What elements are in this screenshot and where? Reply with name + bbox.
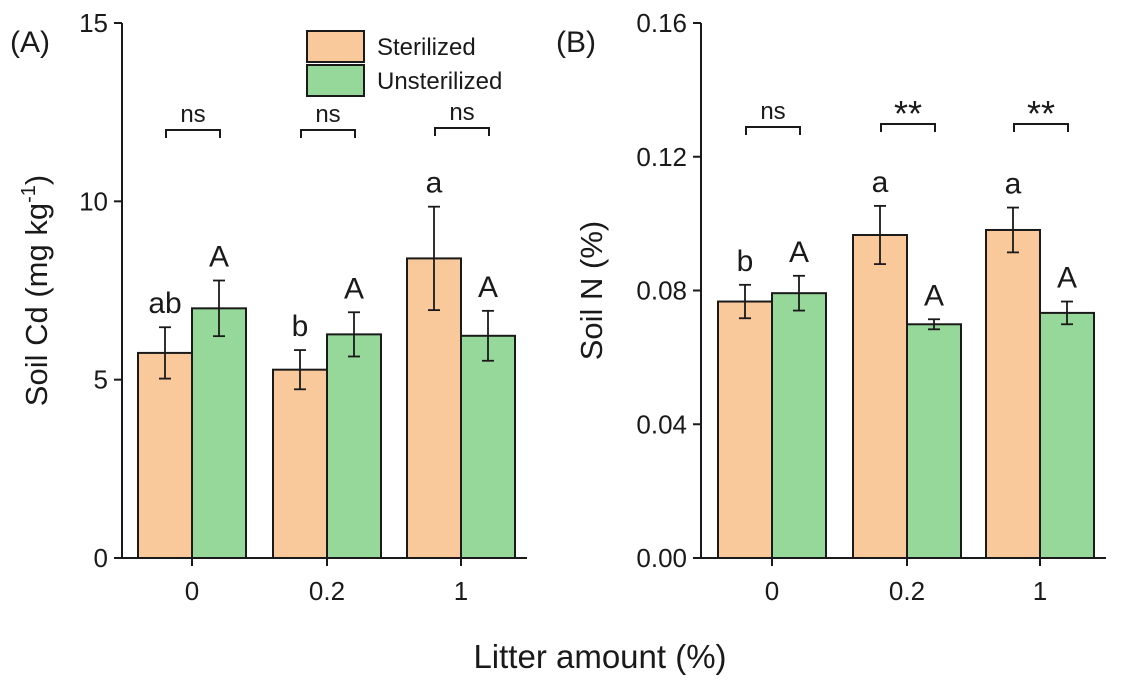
panel-b: (B) Soil N (%) 0.00 0.04 0.08 0.12 0.16 0 0.2 1 b a… bbox=[556, 8, 1106, 606]
bar-sterilized-0.2 bbox=[852, 233, 908, 559]
significance-bracket bbox=[300, 129, 356, 138]
bar-sterilized-0 bbox=[137, 351, 193, 559]
y-tick-label: 0.08 bbox=[636, 276, 687, 306]
panel-a: (A) Soil Cd (mg kg-1) 0 5 10 15 0 0.2 1 ab b a A A Ans… bbox=[10, 8, 527, 606]
x-tick-label: 0 bbox=[765, 576, 779, 606]
x-tick-label: 0 bbox=[185, 576, 199, 606]
legend: Sterilized Unsterilized bbox=[306, 30, 502, 97]
legend-swatch-unsterilized bbox=[306, 64, 365, 97]
bar-sterilized-0.2 bbox=[272, 368, 328, 559]
significance-letter: A bbox=[344, 272, 364, 305]
y-tick-label: 0.16 bbox=[636, 8, 687, 38]
x-tick-label: 0.2 bbox=[309, 576, 345, 606]
bar-unsterilized-1 bbox=[1039, 311, 1095, 560]
significance-marker: ns bbox=[449, 99, 474, 126]
significance-letter: a bbox=[426, 167, 443, 200]
bar-unsterilized-0 bbox=[771, 292, 827, 559]
significance-letter: a bbox=[1005, 168, 1022, 201]
significance-marker: ns bbox=[180, 101, 205, 128]
y-axis-title-superscript: -1 bbox=[18, 185, 40, 203]
significance-letter: A bbox=[1057, 262, 1077, 295]
bar-unsterilized-0 bbox=[191, 307, 247, 560]
significance-letter: A bbox=[789, 236, 809, 269]
significance-letter: A bbox=[924, 279, 944, 312]
significance-letter: a bbox=[872, 166, 889, 199]
bar-sterilized-1 bbox=[985, 228, 1041, 559]
y-tick-label: 0.04 bbox=[636, 409, 687, 439]
significance-marker: ns bbox=[315, 101, 340, 128]
x-tick-label: 1 bbox=[454, 576, 468, 606]
bar-unsterilized-0.2 bbox=[906, 323, 962, 559]
significance-letter: A bbox=[478, 271, 498, 304]
significance-letter: A bbox=[209, 241, 229, 274]
x-tick-label: 0.2 bbox=[889, 576, 925, 606]
y-axis-title: Soil N (%) bbox=[574, 221, 609, 361]
significance-marker: ns bbox=[760, 98, 785, 125]
significance-letter: ab bbox=[148, 287, 181, 320]
y-tick-label: 5 bbox=[94, 365, 108, 395]
y-tick-label: 0.00 bbox=[636, 543, 687, 573]
y-tick-label: 10 bbox=[79, 186, 108, 216]
significance-bracket bbox=[165, 129, 221, 138]
significance-bracket bbox=[434, 127, 490, 136]
y-tick-label: 15 bbox=[79, 8, 108, 38]
significance-letter: b bbox=[737, 245, 754, 278]
significance-bracket bbox=[880, 123, 936, 132]
y-axis-title-close: ) bbox=[19, 175, 54, 185]
bar-sterilized-0 bbox=[717, 300, 773, 559]
legend-label-sterilized: Sterilized bbox=[377, 34, 476, 61]
significance-letter: b bbox=[292, 310, 309, 343]
significance-bracket bbox=[1013, 123, 1069, 132]
x-tick-label: 1 bbox=[1033, 576, 1047, 606]
significance-marker: ** bbox=[894, 93, 922, 134]
significance-bracket bbox=[745, 126, 801, 135]
y-tick-label: 0 bbox=[94, 543, 108, 573]
significance-marker: ** bbox=[1027, 93, 1055, 134]
legend-swatch-sterilized bbox=[306, 30, 365, 63]
bar-unsterilized-0.2 bbox=[326, 333, 382, 559]
y-tick-label: 0.12 bbox=[636, 142, 687, 172]
x-axis-title: Litter amount (%) bbox=[473, 638, 726, 675]
legend-label-unsterilized: Unsterilized bbox=[377, 68, 502, 95]
panel-label: (A) bbox=[10, 26, 50, 59]
panel-label: (B) bbox=[556, 26, 596, 59]
bar-unsterilized-1 bbox=[460, 334, 516, 559]
y-axis-title: Soil Cd (mg kg-1) bbox=[18, 175, 54, 406]
